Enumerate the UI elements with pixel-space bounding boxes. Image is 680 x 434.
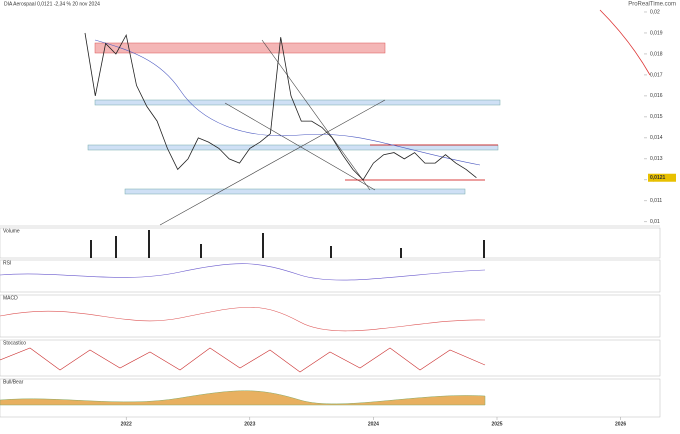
stoch-line	[0, 347, 486, 373]
price-tag	[648, 173, 676, 182]
y-tick-label: 0,019	[650, 30, 663, 36]
trendline	[159, 99, 386, 226]
volume-bar	[483, 240, 485, 258]
volume-bar	[262, 233, 264, 258]
y-tick-label: 0,017	[650, 72, 663, 78]
y-tick-label: 0,02	[650, 9, 660, 15]
volume-bar	[330, 246, 332, 258]
panel-label: Bull/Bear	[3, 379, 24, 385]
resistance-zone	[94, 42, 386, 54]
volume-bar	[90, 240, 92, 258]
y-tick-label: 0,01	[650, 219, 660, 225]
panel-label: Volume	[3, 228, 20, 234]
price-line	[84, 32, 477, 181]
bullbear-panel	[0, 378, 661, 418]
volume-bars	[90, 230, 485, 258]
bullbear-area	[0, 390, 486, 406]
zone	[87, 144, 499, 151]
curve	[599, 9, 651, 76]
y-tick-label: 0,014	[650, 135, 663, 141]
volume-bar	[400, 248, 402, 258]
zone	[124, 188, 466, 195]
x-tick-label: 2024	[368, 421, 379, 427]
panel-label: RSI	[3, 260, 11, 266]
y-tick-label: 0,015	[650, 114, 663, 120]
panel-label: Stocastico	[3, 340, 26, 346]
x-tick-label: 2026	[615, 421, 626, 427]
x-tick-label: 2023	[244, 421, 255, 427]
trendline	[224, 102, 376, 191]
panel-label: MACD	[3, 295, 18, 301]
zone	[94, 99, 501, 106]
volume-bar	[115, 236, 117, 258]
rsi-panel	[0, 259, 661, 293]
volume-bar	[148, 230, 150, 258]
y-tick-label: 0,013	[650, 156, 663, 162]
trendline	[261, 39, 371, 191]
x-tick-label: 2022	[121, 421, 132, 427]
y-tick-label: 0,016	[650, 93, 663, 99]
price-label: 0,0121	[650, 175, 666, 181]
brand: ProRealTime.com	[628, 2, 676, 8]
y-tick-label: 0,018	[650, 51, 663, 57]
volume-bar	[200, 244, 202, 258]
rsi-line	[0, 263, 486, 281]
stoch-panel	[0, 339, 661, 377]
y-tick-label: 0,011	[650, 198, 662, 204]
macd-line	[0, 306, 486, 332]
x-tick-label: 2025	[491, 421, 502, 427]
moving-average	[94, 39, 481, 166]
header: DIA Aerospaal 0,0121 -2,34 % 20 nov 2024	[4, 1, 100, 7]
